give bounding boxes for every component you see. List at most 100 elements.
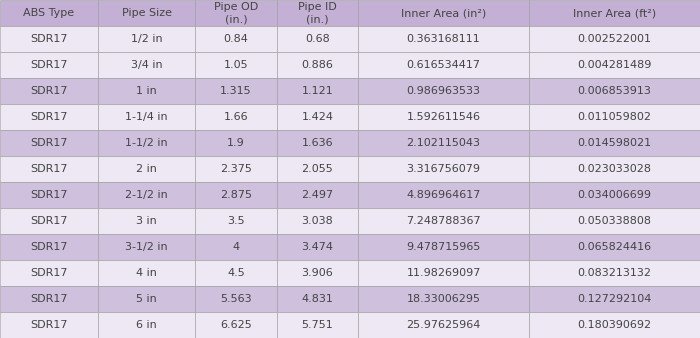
Bar (0, 78, 98, 104)
Bar (98, 0, 195, 26)
Text: Pipe ID
(in.): Pipe ID (in.) (298, 2, 337, 24)
Text: 7.248788367: 7.248788367 (406, 216, 481, 226)
Text: 0.083213132: 0.083213132 (578, 268, 652, 278)
Text: Inner Area (ft²): Inner Area (ft²) (573, 8, 656, 18)
Bar (276, 286, 358, 312)
Text: 1.315: 1.315 (220, 86, 252, 96)
Text: 0.127292104: 0.127292104 (578, 294, 652, 304)
Text: 1/2 in: 1/2 in (131, 34, 162, 44)
Text: 5 in: 5 in (136, 294, 157, 304)
Bar (195, 208, 276, 234)
Text: 0.014598021: 0.014598021 (578, 138, 652, 148)
Text: 9.478715965: 9.478715965 (407, 242, 481, 252)
Bar (358, 260, 529, 286)
Bar (98, 130, 195, 156)
Bar (0, 26, 98, 52)
Bar (195, 78, 276, 104)
Text: 4.896964617: 4.896964617 (407, 190, 481, 200)
Text: 3.474: 3.474 (302, 242, 333, 252)
Bar (98, 260, 195, 286)
Text: 3.316756079: 3.316756079 (407, 164, 481, 174)
Text: 4.5: 4.5 (228, 268, 245, 278)
Bar (98, 26, 195, 52)
Text: 1 in: 1 in (136, 86, 157, 96)
Text: Pipe OD
(in.): Pipe OD (in.) (214, 2, 258, 24)
Bar (358, 182, 529, 208)
Bar (358, 0, 529, 26)
Bar (358, 312, 529, 338)
Text: 0.68: 0.68 (305, 34, 330, 44)
Text: 3.5: 3.5 (228, 216, 245, 226)
Bar (276, 52, 358, 78)
Bar (358, 286, 529, 312)
Text: 25.97625964: 25.97625964 (407, 320, 481, 330)
Text: 1.66: 1.66 (224, 112, 248, 122)
Text: SDR17: SDR17 (30, 268, 68, 278)
Bar (529, 208, 700, 234)
Text: 2.375: 2.375 (220, 164, 252, 174)
Text: 3/4 in: 3/4 in (131, 60, 162, 70)
Text: 5.751: 5.751 (302, 320, 333, 330)
Bar (98, 234, 195, 260)
Bar (0, 234, 98, 260)
Text: SDR17: SDR17 (30, 164, 68, 174)
Text: 1.424: 1.424 (302, 112, 333, 122)
Text: 3.038: 3.038 (302, 216, 333, 226)
Bar (276, 78, 358, 104)
Bar (0, 156, 98, 182)
Text: SDR17: SDR17 (30, 60, 68, 70)
Bar (0, 104, 98, 130)
Text: 0.616534417: 0.616534417 (407, 60, 481, 70)
Text: 2.497: 2.497 (302, 190, 333, 200)
Text: Pipe Size: Pipe Size (122, 8, 172, 18)
Bar (98, 52, 195, 78)
Text: 0.011059802: 0.011059802 (578, 112, 652, 122)
Bar (358, 130, 529, 156)
Bar (195, 286, 276, 312)
Text: 0.023033028: 0.023033028 (578, 164, 652, 174)
Bar (529, 234, 700, 260)
Bar (358, 156, 529, 182)
Text: 0.065824416: 0.065824416 (578, 242, 652, 252)
Bar (276, 182, 358, 208)
Bar (195, 0, 276, 26)
Text: 3 in: 3 in (136, 216, 157, 226)
Bar (276, 312, 358, 338)
Text: 2.875: 2.875 (220, 190, 252, 200)
Text: 1.121: 1.121 (302, 86, 333, 96)
Text: SDR17: SDR17 (30, 190, 68, 200)
Text: SDR17: SDR17 (30, 138, 68, 148)
Bar (0, 182, 98, 208)
Text: SDR17: SDR17 (30, 34, 68, 44)
Bar (276, 260, 358, 286)
Bar (195, 182, 276, 208)
Bar (0, 286, 98, 312)
Text: ABS Type: ABS Type (23, 8, 74, 18)
Bar (276, 234, 358, 260)
Bar (529, 182, 700, 208)
Bar (529, 156, 700, 182)
Bar (0, 208, 98, 234)
Text: 0.034006699: 0.034006699 (578, 190, 652, 200)
Bar (529, 286, 700, 312)
Text: 0.004281489: 0.004281489 (578, 60, 652, 70)
Bar (0, 0, 98, 26)
Bar (529, 104, 700, 130)
Bar (358, 208, 529, 234)
Bar (358, 52, 529, 78)
Bar (195, 312, 276, 338)
Text: 0.363168111: 0.363168111 (407, 34, 480, 44)
Text: 2.055: 2.055 (302, 164, 333, 174)
Text: 18.33006295: 18.33006295 (407, 294, 481, 304)
Text: 2 in: 2 in (136, 164, 157, 174)
Bar (195, 130, 276, 156)
Text: 4.831: 4.831 (302, 294, 333, 304)
Text: 11.98269097: 11.98269097 (407, 268, 481, 278)
Text: 4 in: 4 in (136, 268, 157, 278)
Bar (529, 78, 700, 104)
Text: 0.84: 0.84 (223, 34, 248, 44)
Bar (358, 26, 529, 52)
Text: 1.636: 1.636 (302, 138, 333, 148)
Text: Inner Area (in²): Inner Area (in²) (401, 8, 486, 18)
Text: SDR17: SDR17 (30, 294, 68, 304)
